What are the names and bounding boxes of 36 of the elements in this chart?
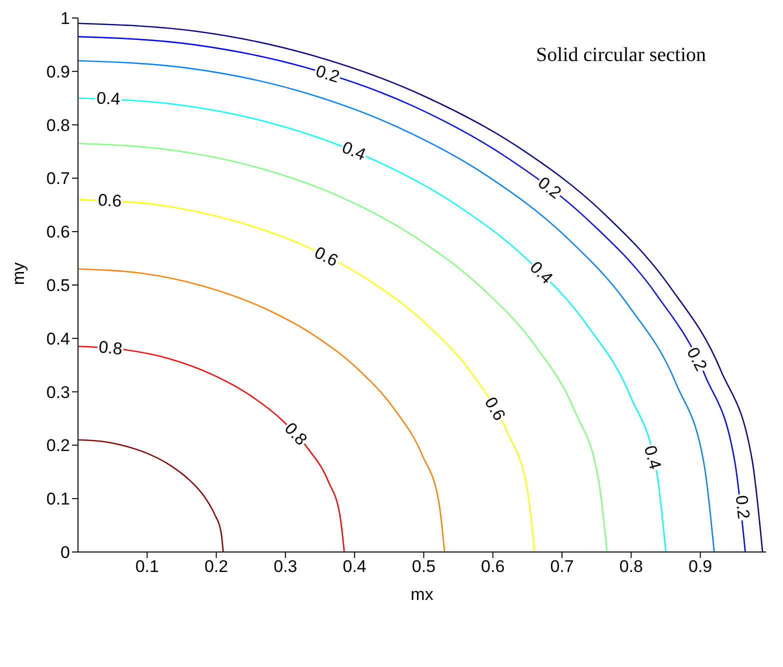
y-tick-label: 1 <box>60 9 70 28</box>
x-tick-label: 0.7 <box>550 557 574 576</box>
annotation: 0.6 <box>97 190 122 211</box>
annotation: 0.4 <box>96 88 121 109</box>
x-tick-label: 0.5 <box>412 557 436 576</box>
y-tick-label: 0.2 <box>46 436 70 456</box>
x-axis-title: mx <box>410 585 434 604</box>
x-tick-label: 0.3 <box>274 557 298 576</box>
x-tick-label: 0.8 <box>619 557 643 576</box>
y-tick-label: 0.9 <box>46 62 70 82</box>
x-tick-label: 0.9 <box>688 557 712 576</box>
y-tick-label: 0.3 <box>46 382 70 402</box>
annotation: 0.4 <box>526 258 556 288</box>
y-tick-label: 0.1 <box>46 490 70 509</box>
y-tick-label: 0.5 <box>46 276 70 296</box>
annotation: 0.6 <box>311 242 342 270</box>
annotation: 0.6 <box>480 394 510 424</box>
annotation: 0.2 <box>314 61 342 87</box>
x-tick-label: 0.4 <box>342 557 366 576</box>
annotation: 0.8 <box>98 337 124 359</box>
y-tick-label: 0 <box>60 543 70 562</box>
x-tick-label: 0.2 <box>204 557 228 576</box>
y-tick-label: 0.6 <box>46 222 70 242</box>
y-axis-title: my <box>9 262 28 285</box>
x-tick-label: 0.6 <box>481 557 505 576</box>
y-tick-label: 0.4 <box>46 329 70 348</box>
y-tick-label: 0.7 <box>46 169 70 188</box>
annotation: 0.8 <box>280 418 311 450</box>
annotation: 0.2 <box>682 344 711 374</box>
annotation: 0.2 <box>732 494 754 520</box>
annotation: 0.4 <box>640 444 665 472</box>
text: Solid circular section <box>536 44 706 67</box>
annotation: 0.4 <box>339 138 368 164</box>
y-tick-label: 0.8 <box>46 116 70 135</box>
annotation: 0.2 <box>534 173 565 203</box>
x-tick-label: 0.1 <box>135 557 159 576</box>
